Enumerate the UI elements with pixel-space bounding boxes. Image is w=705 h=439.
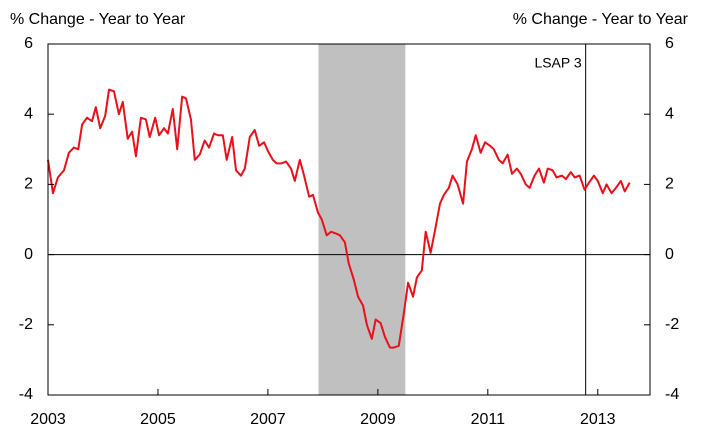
recession-shade: [318, 44, 406, 395]
y2-tick-label: -2: [665, 316, 679, 333]
x-tick-label: 2005: [140, 411, 176, 428]
y2-axis-label: % Change - Year to Year: [513, 11, 689, 28]
y-tick-label: 4: [24, 105, 33, 122]
event-label: LSAP 3: [534, 55, 581, 71]
x-tick-label: 2003: [30, 411, 66, 428]
y-tick-label: 6: [24, 35, 33, 52]
x-tick-label: 2009: [360, 411, 396, 428]
y-axis-label: % Change - Year to Year: [10, 11, 186, 28]
y2-tick-label: 4: [665, 105, 674, 122]
y-tick-label: -2: [19, 316, 33, 333]
x-tick-label: 2007: [250, 411, 286, 428]
data-line: [47, 88, 631, 349]
y-tick-label: 0: [24, 246, 33, 263]
plot-frame: [47, 43, 651, 396]
x-tick-label: 2013: [580, 411, 616, 428]
y2-tick-label: 6: [665, 35, 674, 52]
y2-tick-label: 0: [665, 246, 674, 263]
x-tick-label: 2011: [471, 411, 506, 428]
y-tick-label: -4: [19, 386, 33, 403]
y-tick-label: 2: [24, 176, 33, 193]
y2-tick-label: -4: [665, 386, 679, 403]
y2-tick-label: 2: [665, 176, 674, 193]
